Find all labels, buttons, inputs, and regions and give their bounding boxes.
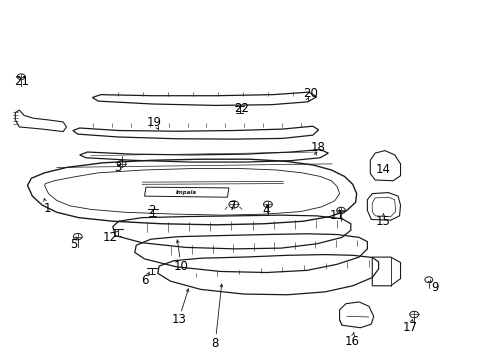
Text: 9: 9 [430, 281, 438, 294]
Text: 3: 3 [114, 161, 121, 174]
Text: 10: 10 [173, 260, 188, 273]
Text: 20: 20 [302, 87, 317, 100]
Text: Impala: Impala [175, 190, 196, 195]
Text: 16: 16 [344, 335, 359, 348]
Text: 22: 22 [234, 102, 249, 115]
Text: 4: 4 [262, 204, 270, 217]
Text: 2: 2 [148, 204, 155, 217]
Text: 17: 17 [402, 320, 417, 333]
Text: 18: 18 [309, 141, 325, 154]
Text: 21: 21 [14, 75, 29, 88]
Text: 15: 15 [375, 215, 390, 228]
Text: 12: 12 [102, 231, 118, 244]
Text: 8: 8 [211, 337, 219, 350]
Text: 7: 7 [228, 201, 236, 213]
Text: 13: 13 [171, 313, 186, 327]
Text: 19: 19 [146, 116, 162, 129]
Text: 11: 11 [329, 210, 344, 222]
Text: 6: 6 [141, 274, 148, 287]
Text: 14: 14 [375, 163, 390, 176]
Text: 1: 1 [43, 202, 51, 215]
Text: 5: 5 [70, 238, 78, 251]
